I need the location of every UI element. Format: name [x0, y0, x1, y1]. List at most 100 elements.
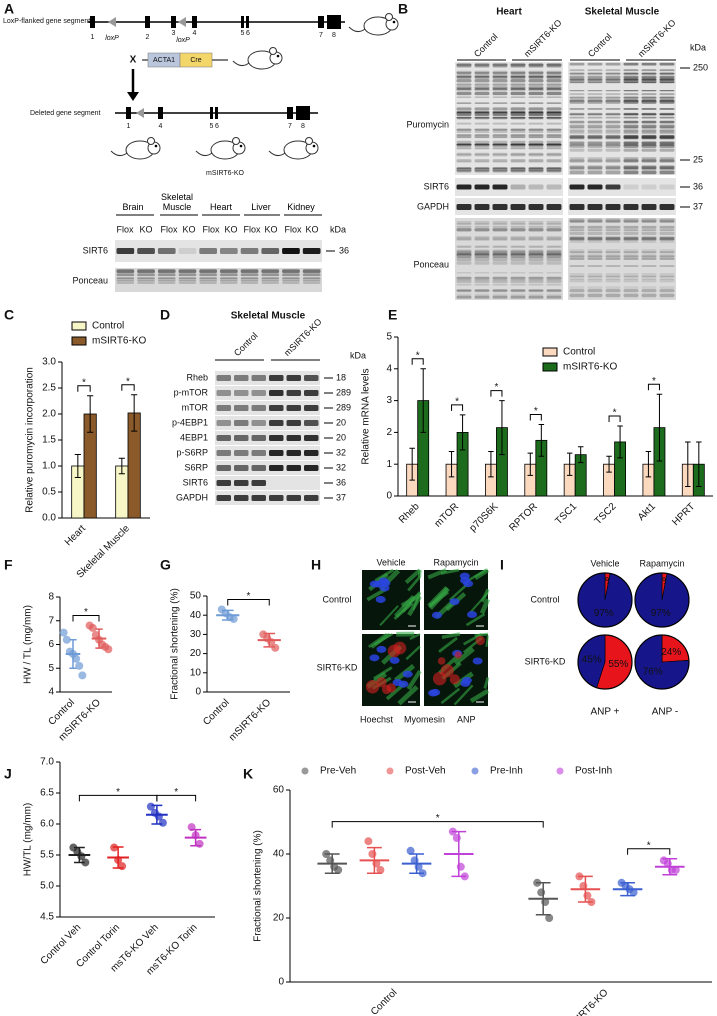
nucleus	[369, 654, 380, 662]
blot-band	[492, 72, 508, 74]
blot-band	[587, 167, 603, 171]
mouse-ear	[232, 137, 240, 145]
blot-band	[528, 295, 544, 299]
blot-band	[546, 112, 562, 114]
blot-band	[623, 218, 639, 223]
y-axis-label: Relative mRNA levels	[361, 368, 372, 464]
blot-band	[659, 225, 675, 229]
blot-band	[474, 136, 490, 139]
error-bar	[656, 393, 663, 462]
blot-band	[456, 289, 472, 292]
blot-band	[587, 166, 603, 169]
blot-band	[605, 131, 621, 134]
blot-band	[641, 125, 657, 127]
blot-band	[492, 88, 508, 91]
blot-band	[605, 72, 621, 75]
data-point	[62, 635, 71, 644]
pie-outline	[634, 572, 690, 628]
blot-band	[623, 167, 639, 171]
column-label: Rapamycin	[433, 557, 478, 567]
blot-band	[474, 65, 490, 68]
blot-band	[510, 102, 526, 104]
blot-band	[286, 495, 301, 501]
blot-band	[587, 276, 603, 278]
blot-band	[659, 131, 675, 134]
blot-band	[282, 278, 300, 282]
blot-band	[528, 116, 544, 118]
y-tick-label: 1.0	[42, 461, 56, 472]
blot-band	[546, 134, 562, 136]
blot-band	[569, 265, 585, 268]
blot-band	[641, 62, 657, 66]
blot-band	[510, 204, 526, 210]
blot-band	[623, 144, 639, 149]
blot-band	[528, 249, 544, 252]
error-bar	[578, 875, 593, 903]
blot-band	[528, 238, 544, 241]
blot-band	[510, 289, 526, 291]
blot-band	[659, 144, 675, 149]
blot-band	[492, 114, 508, 116]
panel-label: H	[311, 557, 321, 573]
x-tick-label: Control	[369, 987, 400, 1016]
blot-band	[587, 125, 603, 127]
blot-band	[569, 125, 585, 127]
blot-band	[492, 107, 508, 111]
blot-band	[510, 140, 526, 144]
blot-band	[492, 75, 508, 79]
blot-band	[623, 219, 639, 223]
blot-band	[659, 279, 675, 283]
anp-signal	[432, 671, 447, 686]
blot-band	[569, 131, 585, 134]
blot-band	[474, 245, 490, 247]
blot-band	[528, 63, 544, 67]
mouse-ear	[385, 13, 393, 21]
blot-band	[546, 122, 562, 125]
blot-band	[623, 143, 639, 147]
blot-band	[302, 277, 321, 280]
blot-band	[528, 160, 544, 163]
legend-label: ANP -	[652, 707, 679, 718]
blot-band	[282, 277, 300, 280]
blot-band	[641, 159, 657, 162]
blot	[215, 401, 320, 415]
blot-band	[510, 72, 526, 74]
blot-band	[623, 276, 639, 278]
panel-label: A	[4, 1, 14, 17]
blot-band	[569, 228, 585, 231]
blot-band	[605, 89, 621, 92]
blot-band	[569, 236, 585, 240]
myomesin	[406, 669, 422, 691]
blot-band	[546, 222, 562, 226]
blot-band	[178, 282, 197, 284]
lane-label: KO	[182, 224, 195, 234]
blot-band	[587, 107, 603, 110]
blot-band	[546, 276, 562, 280]
blot-band	[456, 272, 472, 274]
blot-band	[569, 238, 585, 242]
blot-band	[641, 78, 657, 81]
blot-band	[199, 277, 217, 280]
blot-band	[659, 93, 675, 96]
blot-band	[510, 96, 526, 98]
blot-band	[569, 112, 585, 116]
blot-band	[569, 96, 585, 99]
blot-band	[456, 75, 472, 79]
blot-band	[220, 273, 238, 277]
blot-band	[587, 120, 603, 124]
loxp-sites	[108, 17, 186, 27]
blot-band	[474, 88, 490, 92]
tissue-label: Skeletal Muscle	[160, 192, 194, 212]
blot-band	[199, 248, 217, 254]
blot-band	[546, 257, 562, 261]
blot-band	[569, 99, 585, 102]
blot-band	[641, 120, 657, 124]
blot-band	[302, 269, 321, 274]
blot-band	[240, 273, 259, 277]
blot-band	[641, 236, 657, 239]
significance-label: *	[116, 787, 120, 798]
blot-band	[137, 273, 155, 277]
blot-band	[528, 65, 544, 68]
blot-band	[178, 278, 197, 282]
blot-band	[659, 90, 675, 92]
